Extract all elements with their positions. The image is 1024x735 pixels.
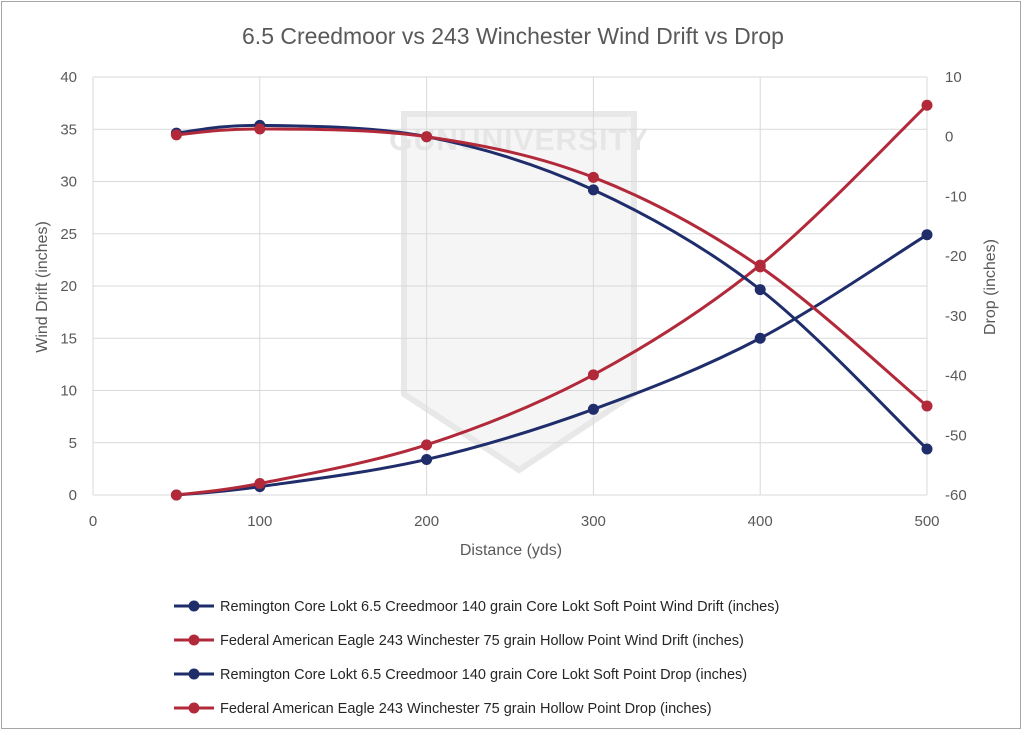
- legend-swatch-marker: [188, 634, 200, 646]
- x-tick-label: 400: [748, 513, 773, 530]
- chart-title: 6.5 Creedmoor vs 243 Winchester Wind Dri…: [242, 23, 784, 49]
- y-left-tick-label: 40: [60, 69, 77, 86]
- y-right-tick-label: -40: [945, 368, 967, 385]
- legend-item: Federal American Eagle 243 Winchester 75…: [174, 701, 712, 717]
- y-right-tick-label: -30: [945, 308, 967, 325]
- data-point: [921, 400, 933, 412]
- data-point: [170, 129, 182, 141]
- x-tick-label: 100: [247, 513, 272, 530]
- legend-label: Remington Core Lokt 6.5 Creedmoor 140 gr…: [220, 667, 747, 683]
- data-point: [587, 403, 599, 415]
- legend-label: Federal American Eagle 243 Winchester 75…: [220, 633, 744, 649]
- legend-item: Remington Core Lokt 6.5 Creedmoor 140 gr…: [174, 667, 747, 683]
- y-left-tick-label: 35: [60, 121, 77, 138]
- y-right-tick-label: -20: [945, 248, 967, 265]
- series-layer: [170, 99, 933, 501]
- watermark-logo: GUNUNIVERSITY: [389, 111, 648, 474]
- y-left-tick-label: 30: [60, 174, 77, 191]
- data-point: [754, 261, 766, 273]
- y-right-tick-label: -10: [945, 188, 967, 205]
- legend-label: Remington Core Lokt 6.5 Creedmoor 140 gr…: [220, 599, 779, 615]
- data-point: [421, 439, 433, 451]
- y-right-tick-label: -60: [945, 487, 967, 504]
- x-axis-label: Distance (yds): [460, 542, 562, 559]
- x-tick-label: 300: [581, 513, 606, 530]
- data-point: [421, 131, 433, 143]
- legend-swatch-marker: [188, 702, 200, 714]
- y-axis-right-ticks: -60 -50 -40 -30 -20 -10 0 10: [945, 69, 967, 504]
- y-left-tick-label: 20: [60, 278, 77, 295]
- data-point: [587, 184, 599, 196]
- data-point: [921, 443, 933, 455]
- y-left-tick-label: 5: [69, 435, 77, 452]
- data-point: [254, 478, 266, 490]
- data-point: [170, 489, 182, 501]
- y-right-tick-label: 0: [945, 129, 953, 146]
- legend-swatch-marker: [188, 600, 200, 612]
- legend-label: Federal American Eagle 243 Winchester 75…: [220, 701, 712, 717]
- data-point: [754, 332, 766, 344]
- y-right-tick-label: 10: [945, 69, 962, 86]
- y-left-tick-label: 10: [60, 383, 77, 400]
- y-left-tick-label: 25: [60, 226, 77, 243]
- y-left-tick-label: 15: [60, 330, 77, 347]
- data-point: [754, 284, 766, 296]
- y-axis-left-ticks: 0 5 10 15 20 25 30 35 40: [60, 69, 77, 504]
- y-right-tick-label: -50: [945, 427, 967, 444]
- x-tick-label: 0: [89, 513, 97, 530]
- data-point: [921, 99, 933, 111]
- legend: Remington Core Lokt 6.5 Creedmoor 140 gr…: [174, 599, 779, 717]
- legend-item: Federal American Eagle 243 Winchester 75…: [174, 633, 744, 649]
- x-axis-ticks: 0 100 200 300 400 500: [89, 513, 940, 530]
- x-tick-label: 200: [414, 513, 439, 530]
- x-tick-label: 500: [914, 513, 939, 530]
- y-axis-right-label: Drop (inches): [982, 239, 999, 335]
- data-point: [421, 453, 433, 465]
- data-point: [254, 123, 266, 135]
- data-point: [921, 229, 933, 241]
- series-4: [170, 123, 933, 412]
- data-point: [587, 171, 599, 183]
- data-point: [587, 369, 599, 381]
- y-left-tick-label: 0: [69, 487, 77, 504]
- legend-swatch-marker: [188, 668, 200, 680]
- y-axis-left-label: Wind Drift (inches): [34, 221, 51, 353]
- legend-item: Remington Core Lokt 6.5 Creedmoor 140 gr…: [174, 599, 779, 615]
